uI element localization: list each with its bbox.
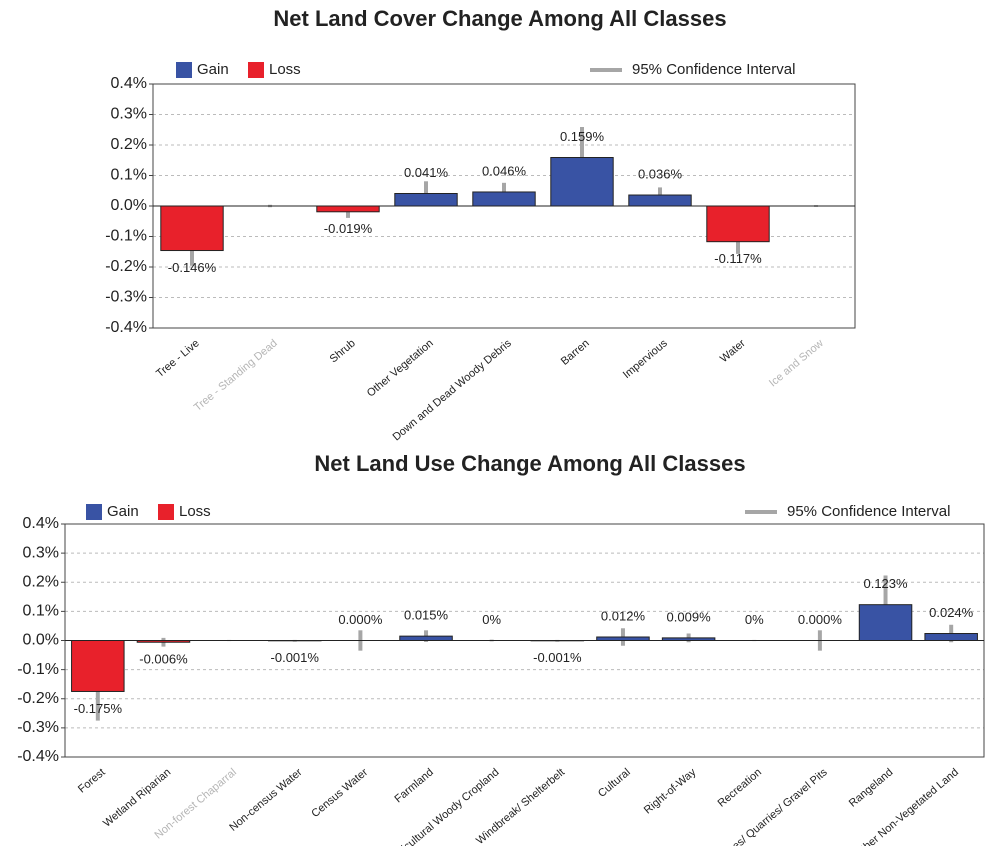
- x-tick-label: Recreation: [716, 766, 764, 809]
- x-tick-label: Farmland: [393, 766, 436, 805]
- y-tick-label: 0.3%: [111, 106, 147, 123]
- y-tick-label: 0.4%: [111, 75, 147, 92]
- value-label: 0.009%: [667, 609, 712, 624]
- value-label: 0.015%: [404, 608, 449, 623]
- value-label: -0.001%: [271, 650, 320, 665]
- legend-label: Loss: [179, 503, 211, 520]
- y-tick-label: -0.4%: [17, 748, 59, 765]
- bar: [71, 640, 125, 692]
- y-tick-label: 0.1%: [111, 167, 147, 184]
- y-tick-label: -0.2%: [17, 690, 59, 707]
- bar: [160, 205, 224, 252]
- x-tick-label: Cultural: [596, 766, 633, 800]
- bar: [394, 192, 458, 207]
- value-label: -0.117%: [714, 251, 762, 266]
- value-label: 0.000%: [338, 612, 383, 627]
- legend-swatch: [248, 62, 264, 78]
- bar: [858, 604, 913, 642]
- value-label: 0%: [482, 612, 501, 627]
- legend-label: 95% Confidence Interval: [632, 61, 795, 78]
- legend-label: Loss: [269, 61, 301, 78]
- x-tick-label: Tree - Standing Dead: [192, 337, 280, 414]
- bar: [706, 205, 770, 243]
- x-tick-label: Barren: [559, 337, 592, 367]
- value-label: 0.159%: [560, 129, 605, 144]
- value-label: -0.019%: [324, 221, 373, 236]
- value-label: 0.036%: [638, 166, 683, 181]
- value-label: -0.146%: [168, 260, 217, 275]
- y-tick-label: 0.2%: [23, 573, 59, 590]
- y-tick-label: -0.3%: [17, 719, 59, 736]
- chart-title: Net Land Cover Change Among All Classes: [273, 6, 726, 31]
- y-tick-label: 0.0%: [23, 632, 59, 649]
- legend-swatch: [86, 504, 102, 520]
- x-tick-label: Ice and Snow: [767, 337, 826, 389]
- y-tick-label: 0.2%: [111, 136, 147, 153]
- value-label: -0.175%: [74, 701, 123, 716]
- value-label: -0.001%: [533, 650, 582, 665]
- x-tick-label: Impervious: [621, 337, 670, 381]
- y-tick-label: -0.3%: [105, 289, 147, 306]
- x-tick-label: Other Vegetation: [365, 337, 436, 399]
- x-tick-label: Wetland Riparian: [101, 766, 173, 829]
- value-label: 0.046%: [482, 163, 527, 178]
- value-label: 0.012%: [601, 608, 646, 623]
- x-tick-label: Other Non-Vegetated Land: [853, 766, 961, 846]
- y-tick-label: 0.4%: [23, 515, 59, 532]
- legend-swatch: [176, 62, 192, 78]
- bar: [628, 194, 692, 207]
- y-tick-label: 0.1%: [23, 603, 59, 620]
- x-tick-label: Strip Mines/ Quarries/ Gravel Pits: [697, 766, 830, 846]
- legend-label: Gain: [197, 61, 229, 78]
- x-tick-label: Census Water: [309, 766, 370, 820]
- x-tick-label: Right-of-Way: [642, 766, 699, 817]
- value-label: 0.000%: [798, 612, 843, 627]
- value-label: -0.006%: [139, 652, 188, 667]
- chart-title: Net Land Use Change Among All Classes: [314, 451, 745, 476]
- value-label: 0.024%: [929, 605, 974, 620]
- bar: [550, 157, 614, 207]
- legend-label: 95% Confidence Interval: [787, 503, 950, 520]
- y-tick-label: -0.2%: [105, 258, 147, 275]
- bar: [596, 636, 650, 642]
- y-tick-label: -0.1%: [105, 228, 147, 245]
- x-tick-label: Tree - Live: [154, 337, 202, 380]
- bar: [399, 635, 453, 641]
- x-tick-label: Forest: [76, 766, 108, 795]
- bar: [924, 633, 978, 642]
- value-label: 0%: [745, 612, 764, 627]
- x-tick-label: Non-census Water: [227, 766, 304, 834]
- legend-swatch: [158, 504, 174, 520]
- x-tick-label: Rangeland: [847, 766, 895, 809]
- legend-label: Gain: [107, 503, 139, 520]
- y-tick-label: -0.4%: [105, 319, 147, 336]
- value-label: 0.041%: [404, 165, 449, 180]
- y-tick-label: 0.3%: [23, 544, 59, 561]
- bar: [316, 205, 380, 213]
- x-tick-label: Shrub: [328, 337, 358, 365]
- x-tick-label: Water: [718, 337, 748, 365]
- bar: [472, 191, 536, 207]
- value-label: 0.123%: [863, 576, 908, 591]
- y-tick-label: 0.0%: [111, 197, 147, 214]
- y-tick-label: -0.1%: [17, 661, 59, 678]
